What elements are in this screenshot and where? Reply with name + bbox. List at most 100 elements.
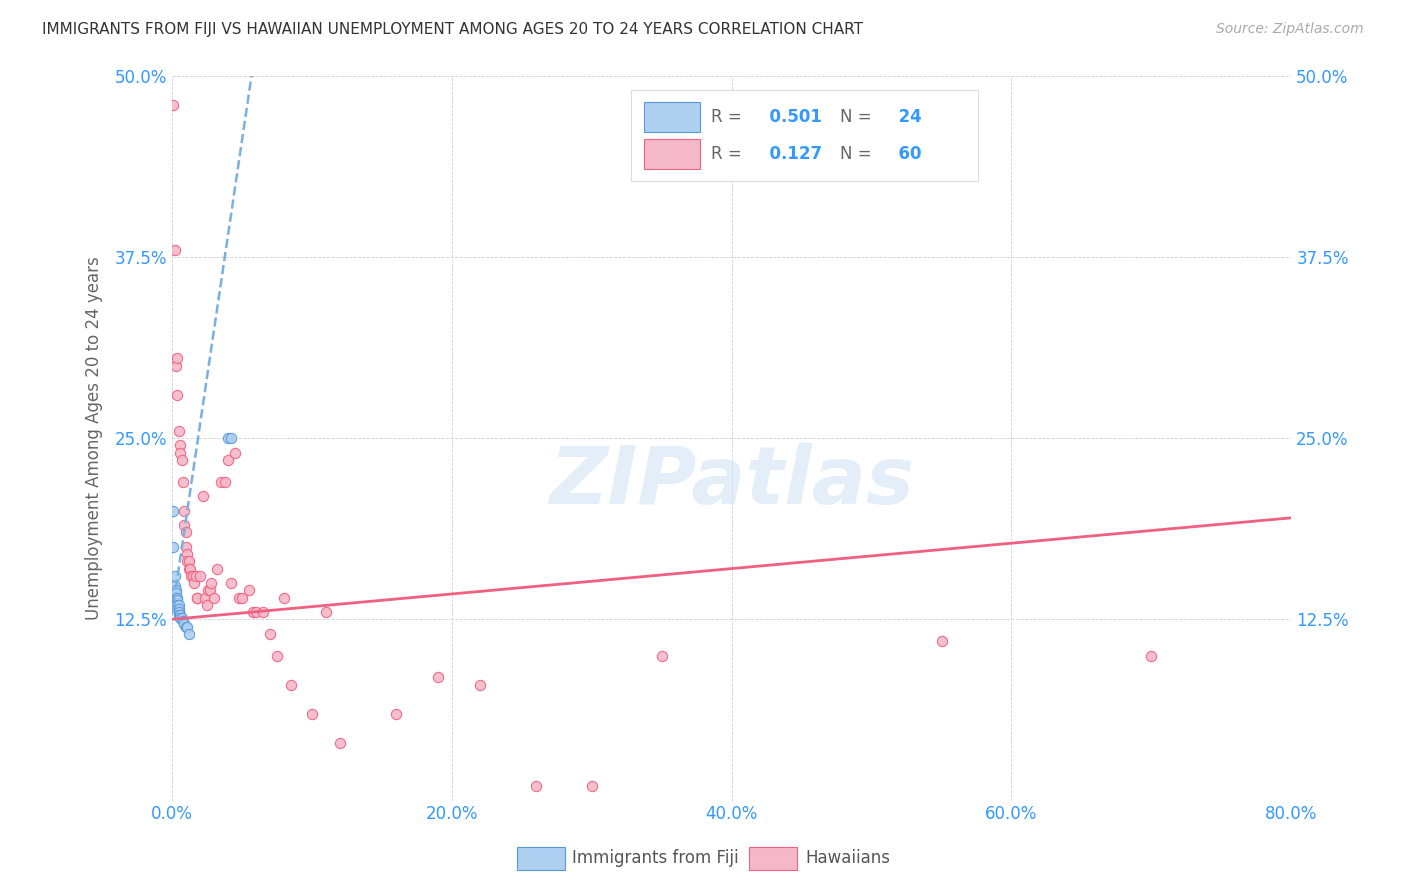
Point — [524, 779, 547, 793]
Point — [301, 706, 323, 721]
Point — [280, 677, 302, 691]
Point — [186, 591, 208, 605]
Point — [266, 648, 288, 663]
Point — [198, 583, 221, 598]
Point — [1140, 648, 1163, 663]
Point — [181, 569, 204, 583]
Point — [179, 561, 201, 575]
Point — [167, 602, 190, 616]
Point — [202, 591, 225, 605]
Text: ZIPatlas: ZIPatlas — [550, 442, 914, 521]
Point — [169, 607, 191, 622]
Point — [169, 445, 191, 459]
Point — [174, 540, 197, 554]
Point — [162, 97, 184, 112]
Point — [242, 605, 264, 619]
Text: Source: ZipAtlas.com: Source: ZipAtlas.com — [1216, 22, 1364, 37]
Text: Immigrants from Fiji: Immigrants from Fiji — [572, 849, 740, 867]
Point — [219, 576, 242, 591]
Point — [167, 598, 190, 612]
Y-axis label: Unemployment Among Ages 20 to 24 years: Unemployment Among Ages 20 to 24 years — [86, 256, 103, 620]
Point — [184, 569, 207, 583]
Point — [162, 503, 184, 517]
Text: N =: N = — [841, 145, 872, 163]
Point — [651, 648, 673, 663]
Point — [177, 627, 200, 641]
Point — [329, 736, 352, 750]
Text: Hawaiians: Hawaiians — [806, 849, 890, 867]
Point — [167, 424, 190, 438]
Point — [170, 452, 193, 467]
Point — [194, 591, 217, 605]
Point — [166, 387, 188, 401]
Point — [169, 611, 191, 625]
Point — [172, 614, 194, 628]
Point — [191, 489, 214, 503]
Point — [186, 591, 208, 605]
Point — [426, 670, 449, 684]
Point — [173, 518, 195, 533]
Point — [219, 431, 242, 445]
Point — [163, 569, 186, 583]
Point — [238, 583, 260, 598]
Point — [169, 438, 191, 452]
Text: 24: 24 — [887, 108, 922, 126]
Point — [581, 779, 603, 793]
Point — [176, 619, 198, 633]
Point — [197, 583, 219, 598]
Text: N =: N = — [841, 108, 872, 126]
Point — [183, 576, 205, 591]
Point — [931, 634, 953, 648]
Point — [167, 607, 190, 622]
Point — [245, 605, 267, 619]
Point — [188, 569, 211, 583]
Point — [214, 475, 236, 489]
Point — [173, 616, 195, 631]
Point — [180, 569, 202, 583]
Point — [166, 593, 188, 607]
Point — [315, 605, 337, 619]
Point — [195, 598, 218, 612]
Point — [176, 554, 198, 568]
Point — [217, 431, 239, 445]
Point — [273, 591, 295, 605]
Point — [176, 547, 198, 561]
Point — [166, 351, 188, 366]
Point — [167, 605, 190, 619]
Point — [177, 554, 200, 568]
Point — [166, 591, 188, 605]
Text: R =: R = — [711, 145, 742, 163]
Point — [209, 475, 232, 489]
Point — [259, 627, 281, 641]
FancyBboxPatch shape — [631, 90, 979, 181]
Point — [174, 525, 197, 540]
Point — [162, 540, 184, 554]
Point — [200, 576, 222, 591]
Point — [163, 579, 186, 593]
Point — [165, 583, 187, 598]
Text: IMMIGRANTS FROM FIJI VS HAWAIIAN UNEMPLOYMENT AMONG AGES 20 TO 24 YEARS CORRELAT: IMMIGRANTS FROM FIJI VS HAWAIIAN UNEMPLO… — [42, 22, 863, 37]
Point — [468, 677, 491, 691]
Point — [224, 445, 246, 459]
Text: 0.127: 0.127 — [758, 145, 823, 163]
Text: R =: R = — [711, 108, 742, 126]
Text: 0.501: 0.501 — [758, 108, 823, 126]
Point — [165, 591, 187, 605]
FancyBboxPatch shape — [644, 138, 700, 169]
Point — [231, 591, 253, 605]
FancyBboxPatch shape — [644, 102, 700, 132]
Point — [172, 475, 194, 489]
Point — [228, 591, 250, 605]
Point — [174, 619, 197, 633]
Point — [165, 359, 187, 373]
Point — [166, 598, 188, 612]
Point — [177, 561, 200, 575]
Text: 60: 60 — [887, 145, 922, 163]
Point — [252, 605, 274, 619]
Point — [165, 586, 187, 600]
Point — [205, 561, 228, 575]
Point — [384, 706, 406, 721]
Point — [173, 503, 195, 517]
Point — [163, 243, 186, 257]
Point — [217, 452, 239, 467]
